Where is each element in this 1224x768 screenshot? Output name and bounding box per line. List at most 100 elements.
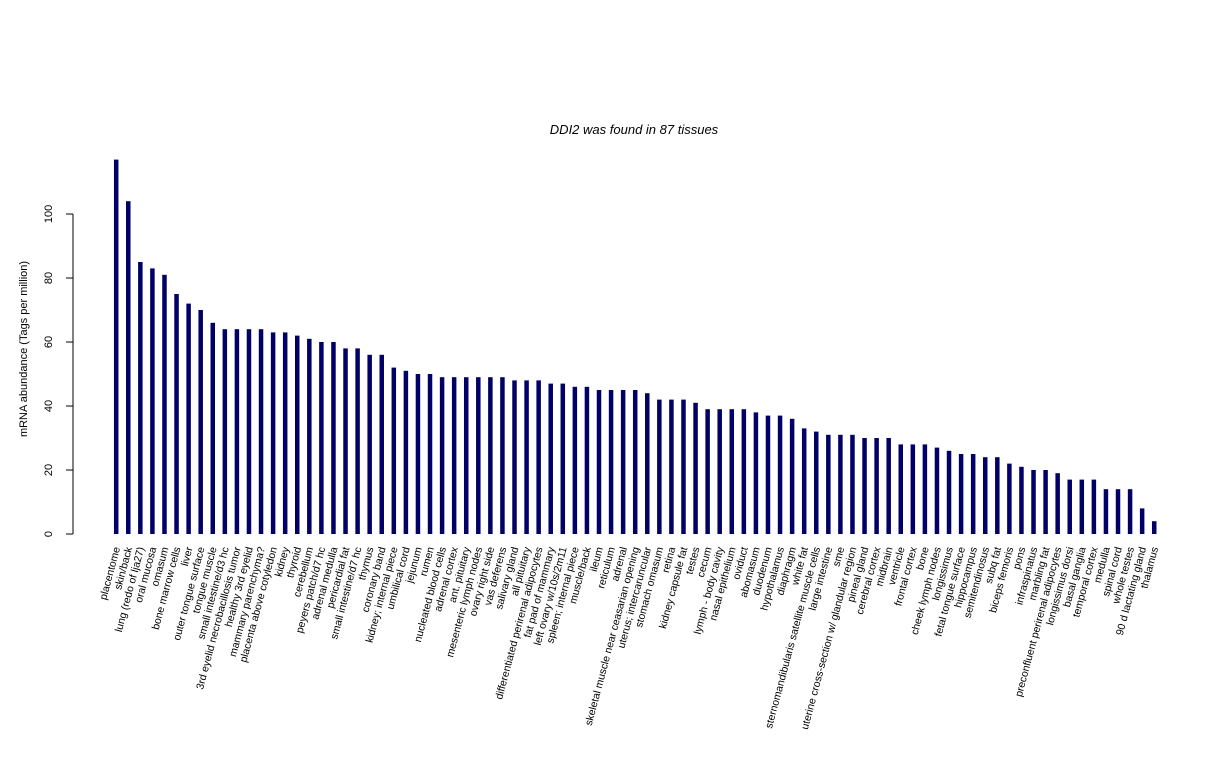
bar <box>343 348 348 534</box>
chart-title: DDI2 was found in 87 tissues <box>550 122 719 137</box>
x-tick-label: pons <box>1011 546 1028 571</box>
bar <box>282 332 288 534</box>
bar <box>210 322 216 534</box>
bar <box>1151 521 1157 534</box>
bar <box>886 438 891 534</box>
bar <box>838 434 843 534</box>
bar <box>620 390 626 534</box>
bar <box>403 370 409 534</box>
bar <box>270 332 276 534</box>
bar <box>669 399 674 534</box>
bar <box>1127 489 1133 534</box>
bar <box>681 399 686 534</box>
bar <box>584 386 590 534</box>
bar <box>910 444 916 534</box>
bar <box>150 268 155 534</box>
y-tick-label: 100 <box>43 205 55 223</box>
bar <box>113 159 119 534</box>
bar <box>1139 508 1145 534</box>
bar <box>451 377 457 534</box>
bar <box>717 409 722 534</box>
bar <box>1055 473 1060 534</box>
bar <box>367 354 372 534</box>
bar <box>463 377 469 534</box>
bar <box>1031 470 1036 534</box>
chart-title-suffix: tissues <box>674 122 719 137</box>
bar <box>946 450 952 534</box>
bar <box>1103 489 1109 534</box>
bar <box>512 380 517 534</box>
y-axis: 0 20 40 60 80 100 <box>43 205 74 537</box>
bar <box>596 390 602 534</box>
bar <box>970 454 976 534</box>
bar <box>753 412 759 534</box>
bar <box>1115 489 1121 534</box>
bar <box>1079 479 1085 534</box>
bar <box>862 438 867 534</box>
bar <box>246 329 252 534</box>
bar <box>476 377 481 534</box>
bar <box>331 342 336 534</box>
chart-title-text: was found in <box>579 122 659 137</box>
bar <box>126 201 131 534</box>
bar <box>765 415 771 534</box>
bar <box>1007 463 1012 534</box>
bar <box>379 354 384 534</box>
bar <box>524 380 529 534</box>
bar <box>307 338 312 534</box>
bar <box>234 329 240 534</box>
bar <box>198 310 203 534</box>
bar <box>572 386 578 534</box>
bar <box>705 409 710 534</box>
y-axis-label: mRNA abundance (Tags per million) <box>18 261 30 437</box>
bar <box>693 402 698 534</box>
y-tick-label: 0 <box>43 531 55 537</box>
bar <box>162 274 167 534</box>
bar <box>789 418 795 534</box>
bar <box>1091 479 1097 534</box>
x-tick-label: bone <box>914 546 932 572</box>
bar <box>186 303 191 534</box>
bar <box>801 428 807 534</box>
bar <box>258 329 264 534</box>
bar <box>415 374 421 534</box>
bar <box>1043 470 1048 534</box>
x-tick-label: liver <box>179 545 196 567</box>
bar <box>982 457 988 534</box>
bar <box>138 262 143 534</box>
y-tick-label: 80 <box>43 272 55 284</box>
y-tick-label: 60 <box>43 336 55 348</box>
bar <box>850 434 855 534</box>
bar <box>488 377 493 534</box>
chart-title-gene: DDI2 <box>550 122 580 137</box>
bar <box>814 431 819 534</box>
chart-title-count: 87 <box>660 122 675 137</box>
bar <box>741 409 747 534</box>
bar <box>439 377 445 534</box>
bar <box>295 335 300 534</box>
bar <box>898 444 903 534</box>
bar <box>958 454 964 534</box>
bar <box>222 329 228 534</box>
bar <box>657 399 662 534</box>
bar <box>319 342 324 534</box>
bar <box>548 383 553 534</box>
bar <box>391 367 397 534</box>
x-tick-label: sme <box>831 546 848 568</box>
y-tick-label: 40 <box>43 400 55 412</box>
bar <box>560 383 566 534</box>
bar <box>632 390 638 534</box>
y-tick-label: 20 <box>43 464 55 476</box>
bar <box>1067 479 1072 534</box>
bar <box>826 434 831 534</box>
bar <box>777 415 783 534</box>
bar <box>1019 466 1024 534</box>
bar <box>995 457 1000 534</box>
bar <box>934 447 940 534</box>
bar <box>355 348 360 534</box>
bar <box>608 390 614 534</box>
bar <box>536 380 541 534</box>
bar <box>645 393 650 534</box>
